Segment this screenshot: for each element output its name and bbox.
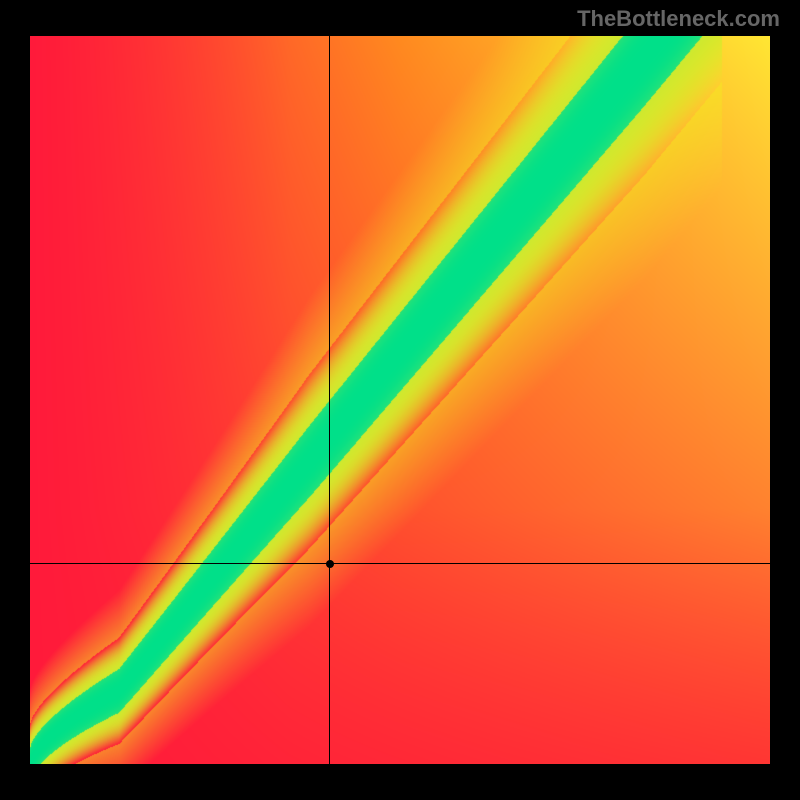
- plot-area: [30, 36, 770, 764]
- crosshair-marker: [326, 560, 334, 568]
- watermark-text: TheBottleneck.com: [577, 6, 780, 32]
- crosshair-vertical: [329, 36, 330, 764]
- heatmap-canvas: [30, 36, 770, 764]
- chart-container: TheBottleneck.com: [0, 0, 800, 800]
- crosshair-horizontal: [30, 563, 770, 564]
